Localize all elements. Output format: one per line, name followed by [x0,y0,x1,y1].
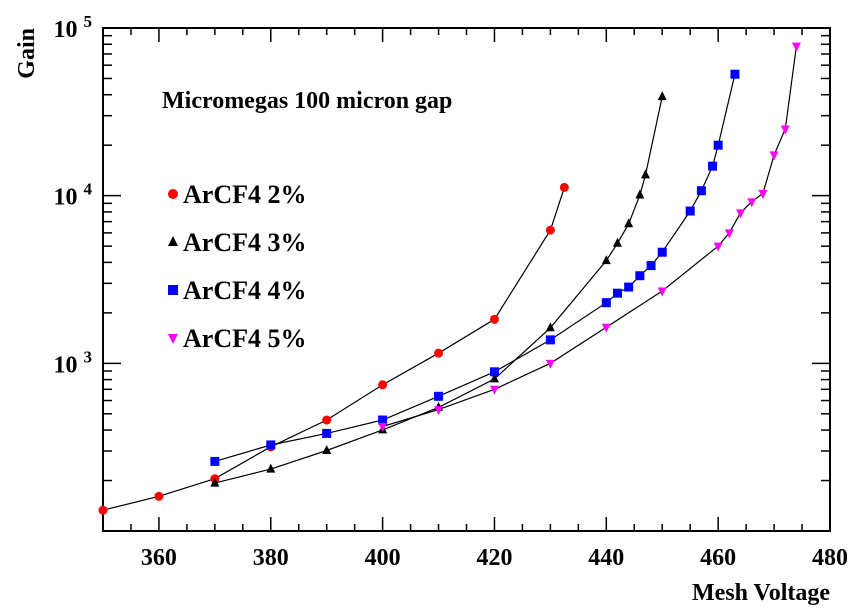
data-point [322,445,332,455]
legend: ArCF4 2% ArCF4 3% ArCF4 4% ArCF4 5% [168,180,306,353]
legend-label: ArCF4 5% [183,324,306,353]
x-tick-label: 420 [476,545,512,571]
series-line [102,187,565,511]
data-point [612,288,622,298]
chart-title: Micromegas 100 micron gap [162,88,452,114]
series-square [210,69,740,466]
y-tick-label: 10 3 [54,347,93,378]
data-point [545,335,555,345]
x-tick-label: 380 [253,545,289,571]
data-point [210,477,220,487]
x-axis-tick-labels: 360 380 400 420 440 460 480 [141,545,848,571]
legend-label: ArCF4 2% [183,180,306,209]
data-point [758,190,768,200]
data-point [657,287,667,297]
data-point [601,323,611,333]
data-point [545,359,555,369]
data-point [266,463,276,473]
x-tick-label: 440 [588,545,624,571]
data-point [640,169,650,179]
data-point [624,282,634,292]
series-line [382,46,797,428]
series-triangle-up [210,91,667,487]
data-point [635,189,645,199]
legend-label: ArCF4 3% [183,228,306,257]
data-point [378,423,388,433]
data-point [322,415,332,425]
data-point [635,271,645,281]
legend-marker [168,334,178,344]
x-axis-ticks [102,28,831,531]
data-point [780,125,790,135]
data-point [657,91,667,101]
data-point [98,505,108,515]
legend-marker [168,236,178,246]
data-point [713,242,723,252]
series-triangle-down [378,42,801,433]
data-point [713,140,723,150]
data-point [601,298,611,308]
data-point [489,367,499,377]
data-point [685,206,695,216]
series-layer [98,42,801,515]
series-circle [98,182,569,515]
data-point [434,348,444,358]
y-tick-label: 10 5 [54,12,93,43]
data-point [559,182,569,192]
data-point [545,225,555,235]
data-point [601,255,611,265]
y-axis-tick-labels: 10 3 10 4 10 5 [54,12,93,378]
data-point [434,406,444,416]
data-point [736,209,746,219]
data-point [696,186,706,196]
data-point [378,415,388,425]
data-point [769,151,779,161]
legend-label: ArCF4 4% [183,276,306,305]
data-point [434,391,444,401]
x-tick-label: 400 [365,545,401,571]
data-point [730,69,740,79]
data-point [378,380,388,390]
data-point [724,229,734,239]
y-axis-ticks [103,27,830,532]
series-line [214,74,736,462]
data-point [210,456,220,466]
x-tick-label: 480 [812,545,848,571]
legend-marker [168,285,178,295]
data-point [489,385,499,395]
data-point [657,247,667,257]
data-point [489,373,499,383]
data-point [545,322,555,332]
data-point [624,218,634,228]
data-point [612,237,622,247]
data-point [747,198,757,208]
data-point [489,314,499,324]
x-axis-label: Mesh Voltage [692,580,830,606]
y-axis-label: Gain [14,28,40,79]
data-point [708,161,718,171]
y-tick-label: 10 4 [54,180,93,211]
x-tick-label: 360 [141,545,177,571]
data-point [154,491,164,501]
data-point [791,42,801,52]
legend-marker [168,189,178,199]
x-tick-label: 460 [700,545,736,571]
data-point [322,428,332,438]
data-point [266,440,276,450]
data-point [646,261,656,271]
